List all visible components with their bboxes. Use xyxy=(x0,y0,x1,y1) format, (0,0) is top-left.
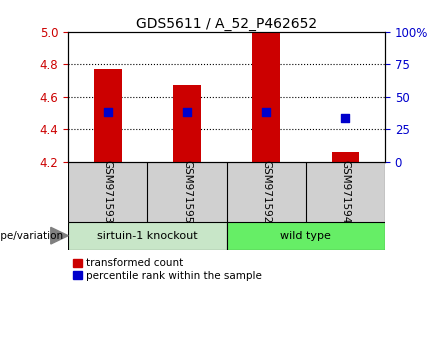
Text: GSM971595: GSM971595 xyxy=(182,160,192,223)
Legend: transformed count, percentile rank within the sample: transformed count, percentile rank withi… xyxy=(73,258,262,281)
Point xyxy=(263,109,270,115)
Bar xyxy=(253,32,280,161)
Point xyxy=(104,109,111,115)
Bar xyxy=(68,222,227,250)
Title: GDS5611 / A_52_P462652: GDS5611 / A_52_P462652 xyxy=(136,17,317,31)
Bar xyxy=(94,69,121,161)
Text: GSM971594: GSM971594 xyxy=(341,160,350,223)
Text: sirtuin-1 knockout: sirtuin-1 knockout xyxy=(97,231,198,241)
Text: GSM971592: GSM971592 xyxy=(261,160,271,223)
Bar xyxy=(173,85,201,161)
Text: genotype/variation: genotype/variation xyxy=(0,231,64,241)
Point xyxy=(342,115,349,121)
Bar xyxy=(227,222,385,250)
Text: wild type: wild type xyxy=(280,231,331,241)
Bar xyxy=(332,152,359,161)
Point xyxy=(183,109,191,115)
Text: GSM971593: GSM971593 xyxy=(103,160,113,223)
Polygon shape xyxy=(51,227,68,244)
